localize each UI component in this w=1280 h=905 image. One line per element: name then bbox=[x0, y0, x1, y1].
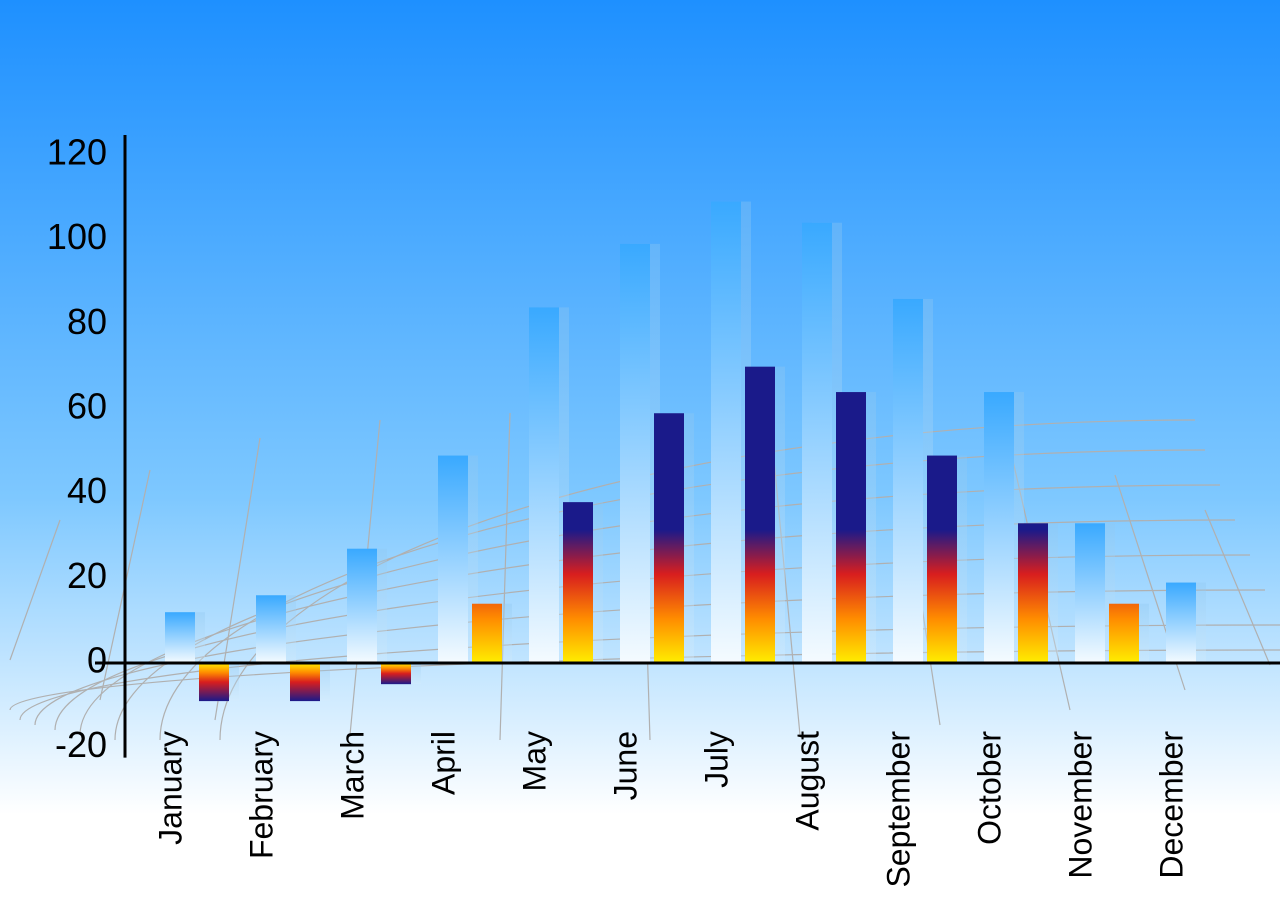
bar-series1 bbox=[347, 549, 377, 663]
y-tick-label: 60 bbox=[67, 386, 107, 427]
bar-series1 bbox=[802, 223, 832, 663]
bar-series1 bbox=[620, 244, 650, 663]
bar-series2 bbox=[563, 502, 593, 663]
y-tick-label: 80 bbox=[67, 301, 107, 342]
bar-series1 bbox=[711, 202, 741, 663]
bar-series2 bbox=[290, 663, 320, 701]
x-tick-label: October bbox=[971, 731, 1007, 845]
y-tick-label: 100 bbox=[47, 216, 107, 257]
y-tick-label: 0 bbox=[87, 640, 107, 681]
bar-series1 bbox=[256, 595, 286, 663]
bar-series1 bbox=[984, 392, 1014, 663]
bar-series2 bbox=[1109, 604, 1139, 663]
bar-series2 bbox=[472, 604, 502, 663]
bar-series1 bbox=[1166, 583, 1196, 663]
y-tick-label: 20 bbox=[67, 555, 107, 596]
x-tick-label: June bbox=[607, 731, 643, 800]
bar-series2 bbox=[381, 663, 411, 684]
x-tick-label: August bbox=[789, 731, 825, 831]
x-tick-label: February bbox=[243, 731, 279, 859]
x-tick-label: December bbox=[1153, 731, 1189, 879]
bar-series2 bbox=[836, 392, 866, 663]
bar-series1 bbox=[893, 299, 923, 663]
y-tick-label: 40 bbox=[67, 470, 107, 511]
chart-svg: -20 0 20 40 60 80 100 120 January February March Ap… bbox=[0, 0, 1280, 905]
bar-series1 bbox=[529, 307, 559, 663]
x-tick-label: May bbox=[516, 731, 552, 791]
x-tick-label: November bbox=[1062, 731, 1098, 879]
x-tick-label: July bbox=[698, 731, 734, 788]
bar-series2 bbox=[745, 367, 775, 663]
x-tick-label: September bbox=[880, 731, 916, 888]
x-tick-label: March bbox=[334, 731, 370, 820]
y-tick-label: 120 bbox=[47, 132, 107, 173]
bar-series2 bbox=[654, 413, 684, 663]
bar-series2 bbox=[199, 663, 229, 701]
y-tick-label: -20 bbox=[55, 724, 107, 765]
bar-series2 bbox=[1018, 523, 1048, 663]
bar-series2 bbox=[927, 456, 957, 663]
x-tick-label: April bbox=[425, 731, 461, 795]
bar-series1 bbox=[165, 612, 195, 663]
bar-series1 bbox=[1075, 523, 1105, 663]
bar-series1 bbox=[438, 456, 468, 663]
x-tick-label: January bbox=[152, 731, 188, 845]
monthly-bar-chart: -20 0 20 40 60 80 100 120 January February March Ap… bbox=[0, 0, 1280, 905]
